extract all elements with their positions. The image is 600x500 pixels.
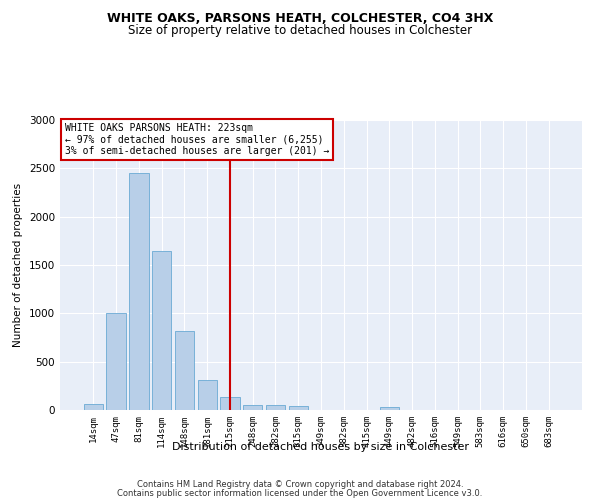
Bar bbox=[289, 406, 308, 410]
Bar bbox=[197, 380, 217, 410]
Bar bbox=[129, 173, 149, 410]
Bar bbox=[152, 250, 172, 410]
Text: Contains public sector information licensed under the Open Government Licence v3: Contains public sector information licen… bbox=[118, 488, 482, 498]
Text: Contains HM Land Registry data © Crown copyright and database right 2024.: Contains HM Land Registry data © Crown c… bbox=[137, 480, 463, 489]
Text: WHITE OAKS, PARSONS HEATH, COLCHESTER, CO4 3HX: WHITE OAKS, PARSONS HEATH, COLCHESTER, C… bbox=[107, 12, 493, 26]
Bar bbox=[243, 404, 262, 410]
Bar bbox=[266, 404, 285, 410]
Bar bbox=[84, 404, 103, 410]
Bar bbox=[380, 407, 399, 410]
Bar bbox=[106, 314, 126, 410]
Text: Distribution of detached houses by size in Colchester: Distribution of detached houses by size … bbox=[173, 442, 470, 452]
Text: WHITE OAKS PARSONS HEATH: 223sqm
← 97% of detached houses are smaller (6,255)
3%: WHITE OAKS PARSONS HEATH: 223sqm ← 97% o… bbox=[65, 123, 329, 156]
Bar bbox=[175, 330, 194, 410]
Text: Size of property relative to detached houses in Colchester: Size of property relative to detached ho… bbox=[128, 24, 472, 37]
Y-axis label: Number of detached properties: Number of detached properties bbox=[13, 183, 23, 347]
Bar bbox=[220, 398, 239, 410]
